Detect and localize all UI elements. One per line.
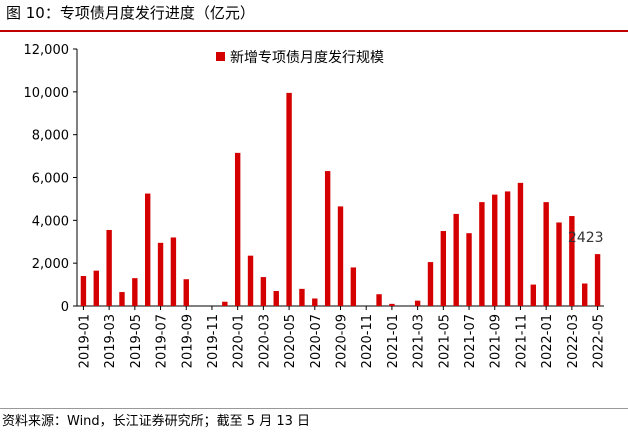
x-tick-label: 2020-03 [257, 314, 272, 368]
y-tick-label: 0 [61, 300, 69, 315]
bar-2020-07 [312, 298, 318, 306]
bar-2021-07 [466, 233, 472, 306]
x-tick-label: 2021-05 [437, 314, 452, 368]
bar-2021-09 [492, 194, 498, 306]
bar-2020-01 [234, 152, 241, 306]
bar-2022-05 [594, 254, 601, 306]
x-tick-label: 2021-09 [489, 314, 504, 368]
x-tick-label: 2019-11 [206, 314, 221, 368]
x-tick-label: 2021-03 [412, 314, 427, 368]
bar-2019-09 [183, 279, 189, 306]
figure-title: 图 10：专项债月度发行进度（亿元） [6, 4, 255, 22]
bar-2022-04 [582, 283, 588, 306]
legend-label: 新增专项债月度发行规模 [230, 50, 384, 66]
bar-2021-11 [517, 182, 524, 306]
x-tick-label: 2020-11 [360, 314, 375, 368]
x-tick-label: 2019-09 [180, 314, 195, 368]
data-labels: 2423 [568, 230, 604, 246]
x-tick-label: 2022-05 [592, 314, 607, 368]
data-label: 2423 [568, 230, 604, 246]
x-tick-label: 2022-01 [540, 314, 555, 368]
source-divider [0, 408, 628, 409]
bar-2019-03 [106, 229, 112, 306]
bar-2019-02 [93, 270, 99, 306]
bar-2020-12 [376, 294, 382, 306]
bar-2021-08 [479, 202, 485, 306]
y-axis: 0 2,000 4,000 6,000 8,000 10,000 12,000 [24, 43, 78, 315]
bar-2020-02 [247, 255, 254, 306]
bar-2021-04 [427, 262, 434, 306]
y-tick-label: 6,000 [32, 172, 69, 187]
y-tick-label: 10,000 [24, 86, 70, 101]
bar-chart: 0 2,000 4,000 6,000 8,000 10,000 12,000 2019-0… [24, 43, 607, 368]
bar-2019-12 [222, 301, 228, 306]
y-tick-label: 8,000 [32, 129, 69, 144]
bar-2020-04 [273, 291, 279, 306]
y-tick-label: 12,000 [24, 43, 70, 58]
bar-2019-01 [80, 276, 87, 306]
bar-2020-03 [260, 277, 267, 306]
bar-2022-03 [569, 216, 575, 306]
bar-2020-09 [337, 206, 344, 306]
bar-2020-08 [324, 171, 331, 306]
bar-2021-05 [440, 231, 447, 306]
x-tick-label: 2019-01 [77, 314, 92, 368]
bar-2021-06 [453, 213, 459, 306]
x-axis: 2019-01 2019-03 2019-05 2019-07 2019-09 2019-… [77, 305, 607, 368]
bar-2021-10 [504, 191, 511, 306]
bar-2019-07 [157, 242, 164, 306]
title-divider [0, 30, 628, 32]
bar-2019-06 [144, 193, 151, 306]
x-tick-label: 2020-09 [335, 314, 350, 368]
bar-2020-10 [350, 267, 357, 306]
x-tick-label: 2021-11 [514, 314, 529, 368]
bar-2021-01 [389, 303, 395, 306]
x-tick-label: 2020-05 [283, 314, 298, 368]
x-tick-label: 2021-07 [463, 314, 478, 368]
bar-2019-08 [170, 237, 177, 306]
x-tick-label: 2019-03 [103, 314, 118, 368]
bar-2019-05 [132, 278, 138, 306]
x-tick-label: 2019-07 [155, 314, 170, 368]
legend-swatch [216, 52, 225, 61]
bar-2020-05 [286, 92, 292, 306]
x-tick-label: 2020-01 [232, 314, 247, 368]
bar-2021-03 [414, 300, 421, 306]
bar-series [80, 92, 601, 306]
bar-2019-04 [119, 292, 125, 306]
bar-2022-01 [543, 202, 549, 306]
x-tick-label: 2022-03 [566, 314, 581, 368]
bar-2021-12 [530, 284, 537, 306]
x-tick-label: 2019-05 [129, 314, 144, 368]
bar-2022-02 [556, 222, 562, 306]
x-tick-label: 2020-07 [309, 314, 324, 368]
bar-2020-06 [299, 288, 305, 306]
y-tick-label: 4,000 [32, 214, 69, 229]
source-note: 资料来源：Wind，长江证券研究所；截至 5 月 13 日 [2, 414, 311, 429]
legend: 新增专项债月度发行规模 [216, 50, 384, 66]
x-tick-label: 2021-01 [386, 314, 401, 368]
y-tick-label: 2,000 [32, 257, 69, 272]
